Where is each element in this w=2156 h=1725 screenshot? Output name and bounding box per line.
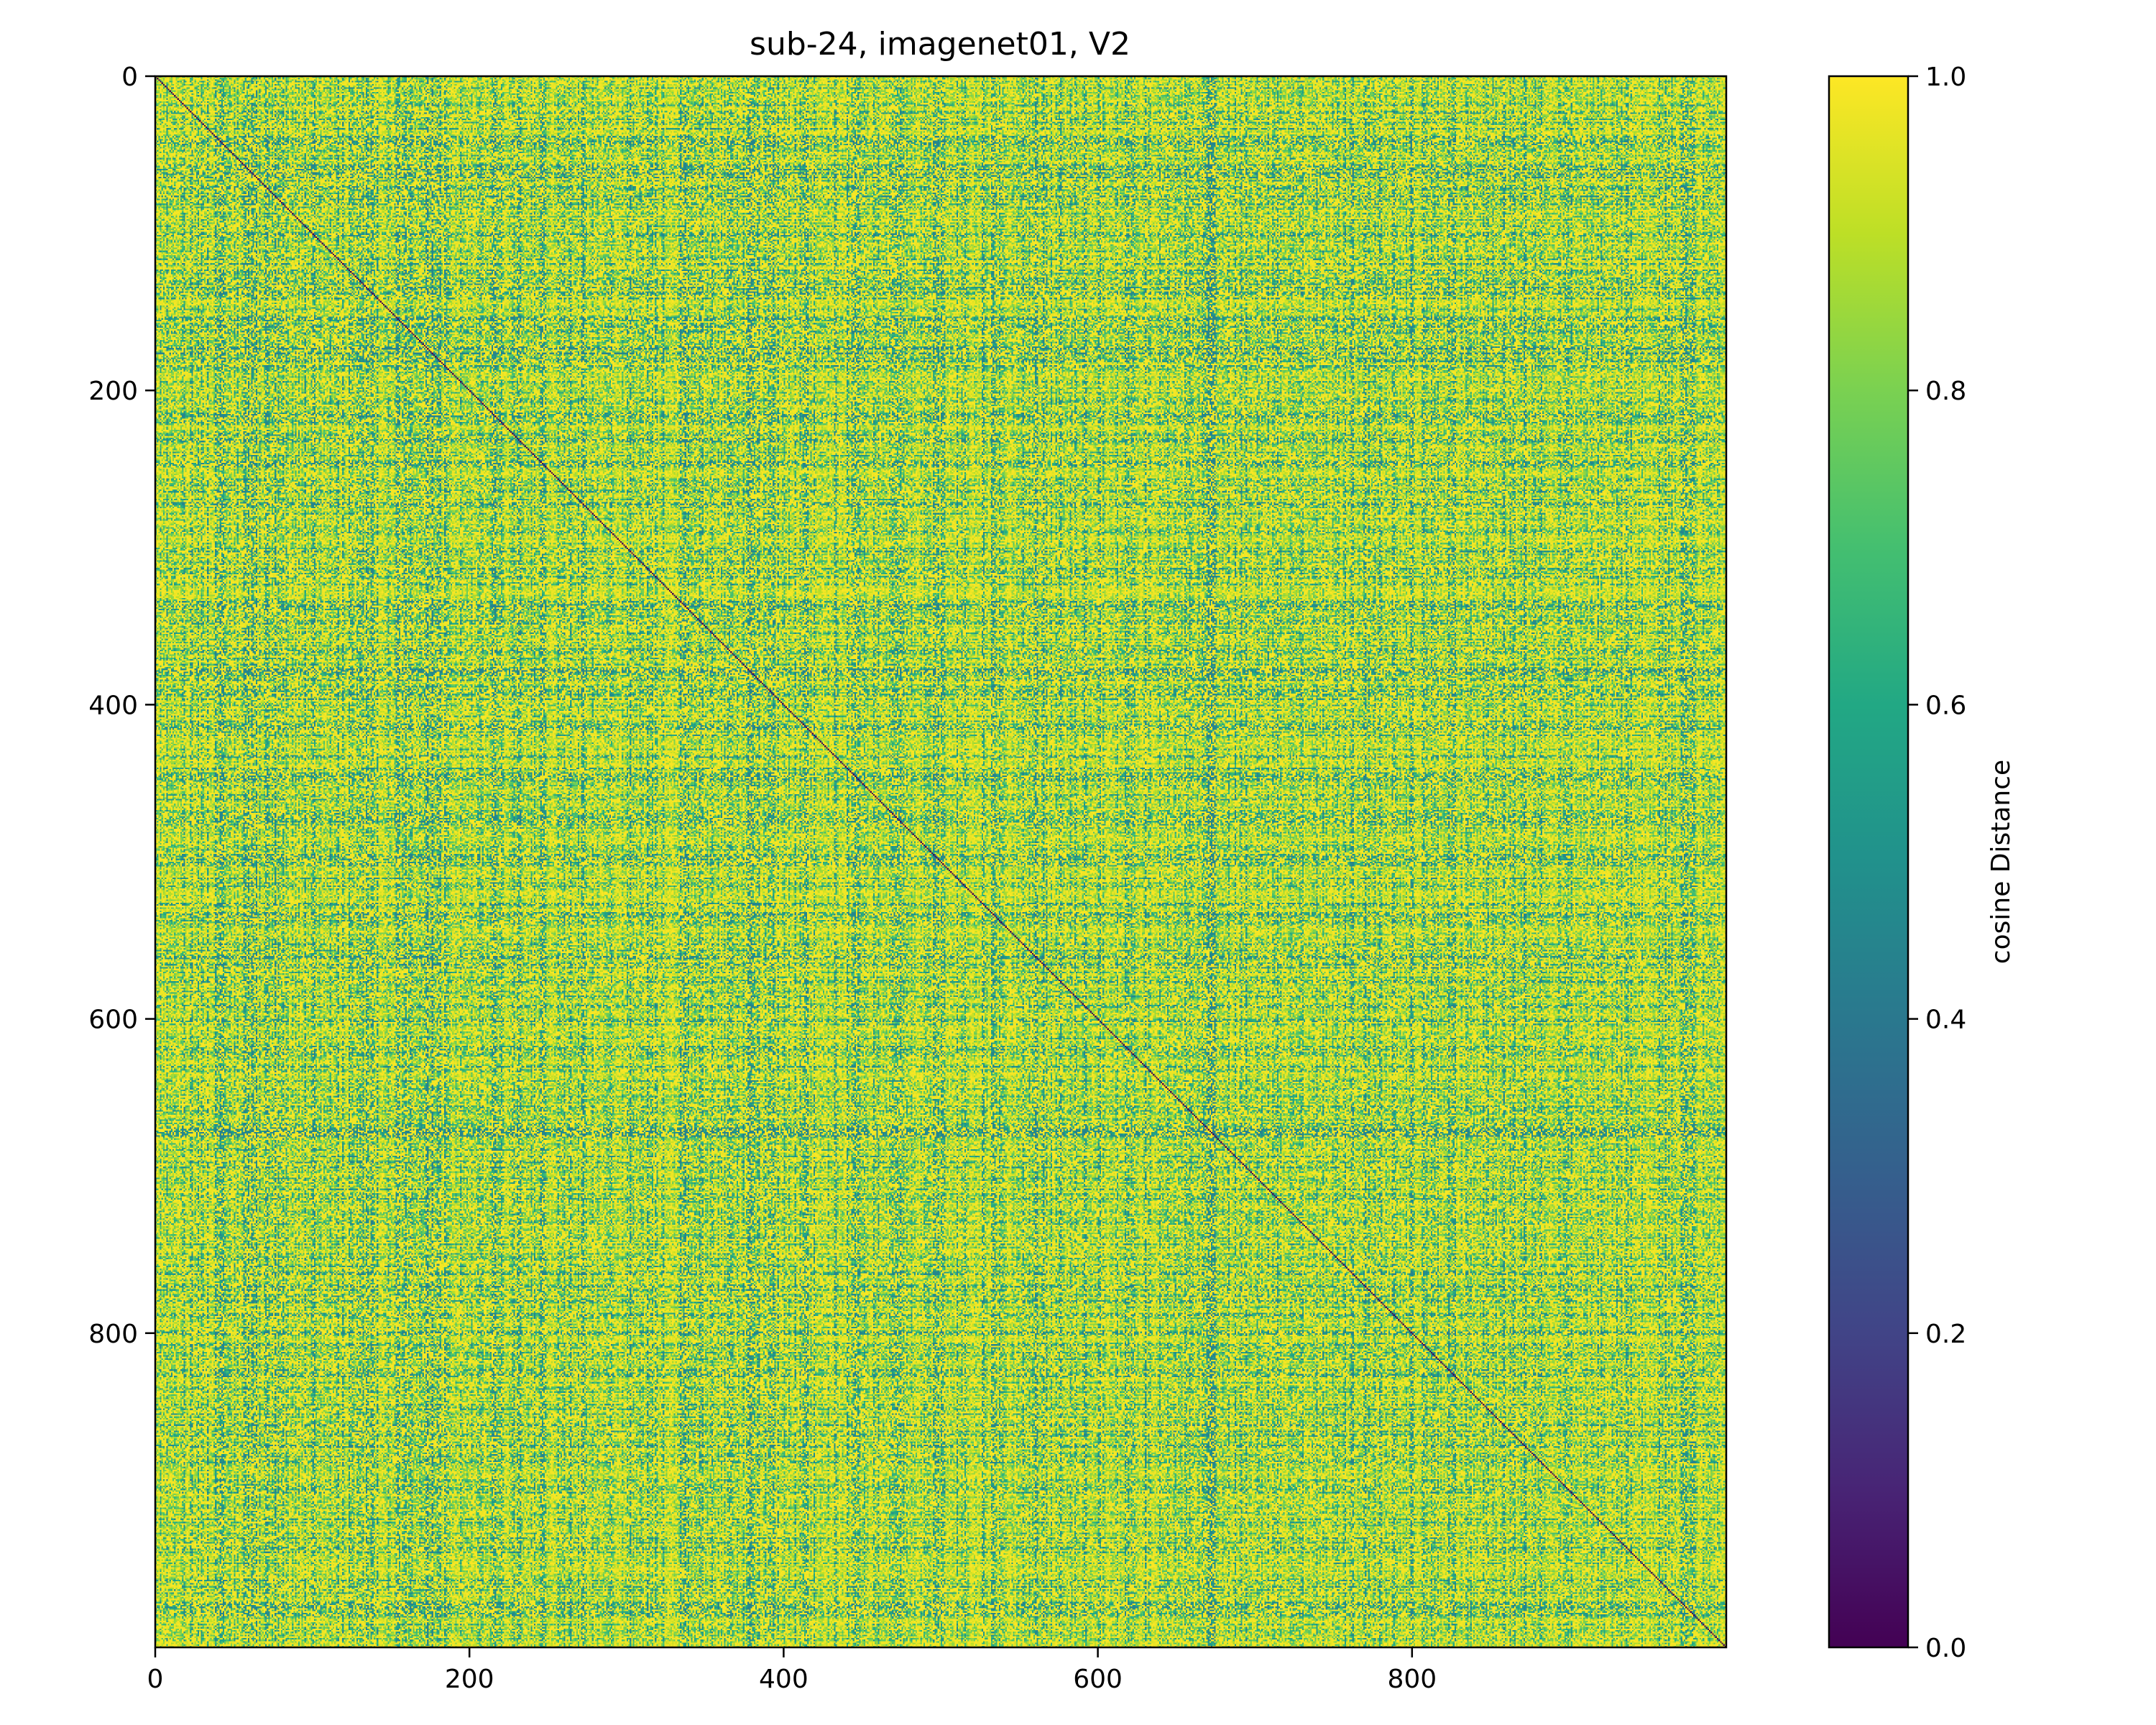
heatmap-image	[155, 76, 1726, 1647]
heatmap-container	[155, 76, 1726, 1647]
y-tick-label: 200	[88, 377, 138, 406]
x-tick-label: 400	[759, 1665, 808, 1694]
colorbar-tick-label: 0.8	[1925, 377, 1966, 406]
colorbar-tick-label: 0.4	[1925, 1006, 1966, 1035]
colorbar-axis: 0.0 0.2 0.4 0.6 0.8 1.0	[1908, 63, 1966, 1663]
colorbar-tick-label: 0.6	[1925, 691, 1966, 720]
colorbar	[1828, 75, 1909, 1649]
plot-frame	[154, 75, 1728, 1649]
x-tick-label: 800	[1387, 1665, 1437, 1694]
y-tick-label: 0	[121, 63, 138, 92]
colorbar-label: cosine Distance	[1986, 760, 2016, 964]
y-tick-label: 800	[88, 1320, 138, 1349]
colorbar-tick-label: 0.2	[1925, 1320, 1966, 1349]
x-tick-label: 200	[445, 1665, 494, 1694]
x-tick-label: 0	[147, 1665, 164, 1694]
x-axis: 0 200 400 600 800	[147, 1647, 1437, 1694]
chart-title: sub-24, imagenet01, V2	[750, 26, 1130, 63]
y-tick-label: 600	[88, 1006, 138, 1035]
colorbar-tick-label: 0.0	[1925, 1634, 1966, 1663]
x-tick-label: 600	[1073, 1665, 1123, 1694]
y-axis: 0 200 400 600 800	[88, 63, 155, 1349]
colorbar-tick-label: 1.0	[1925, 63, 1966, 92]
y-tick-label: 400	[88, 691, 138, 720]
